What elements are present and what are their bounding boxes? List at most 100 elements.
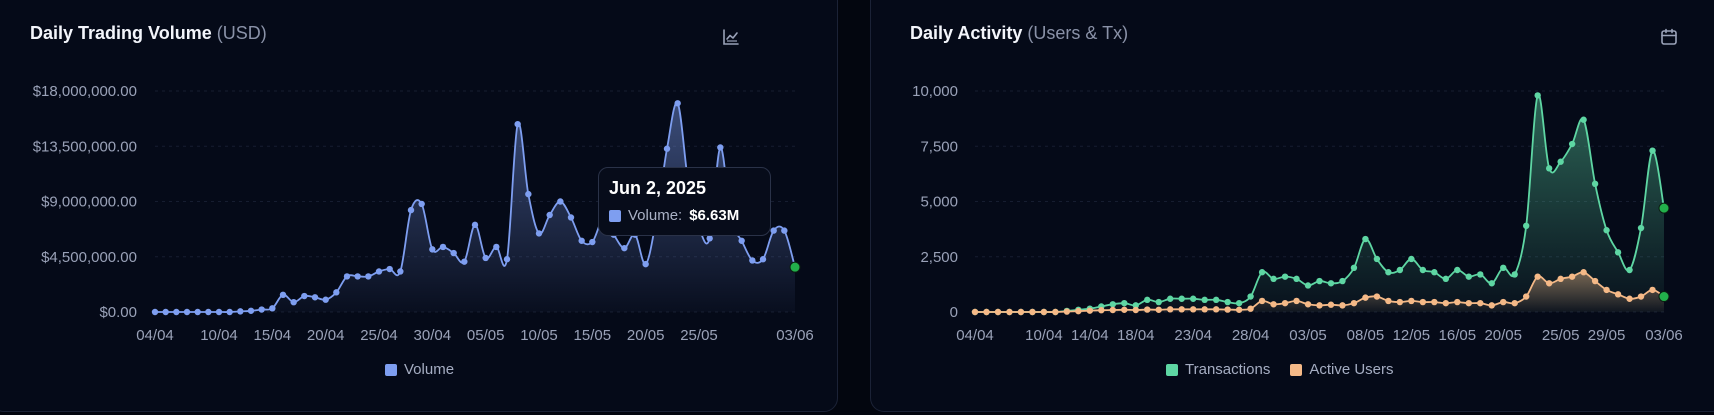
activity-point-active-users: [1523, 293, 1530, 300]
activity-point-transactions: [1408, 255, 1415, 263]
volume-x-tick-label: 10/05: [520, 327, 558, 344]
activity-point-active-users: [983, 308, 990, 316]
activity-point-active-users: [1086, 307, 1094, 314]
volume-x-tick-label: 15/04: [254, 327, 292, 344]
legend-label-volume: Volume: [404, 361, 455, 378]
activity-point-active-users: [1098, 307, 1105, 314]
volume-point-volume: [215, 308, 223, 316]
volume-point-volume: [717, 144, 724, 151]
activity-area-active-users: [975, 272, 1664, 313]
volume-x-tick-label: 04/04: [136, 327, 174, 344]
activity-point-transactions: [1580, 116, 1587, 123]
legend-item-active-users[interactable]: Active Users: [1290, 361, 1394, 378]
volume-x-tick-label: 25/05: [680, 327, 718, 344]
activity-x-tick-label: 16/05: [1439, 327, 1477, 344]
volume-point-volume: [226, 308, 233, 316]
activity-point-active-users: [1075, 307, 1082, 315]
volume-point-volume: [279, 291, 287, 299]
activity-point-active-users: [1167, 306, 1174, 313]
volume-point-volume: [343, 273, 351, 280]
volume-point-volume: [311, 294, 319, 301]
activity-point-transactions: [1545, 165, 1553, 172]
volume-point-volume: [407, 206, 415, 214]
activity-point-transactions: [1201, 296, 1208, 304]
activity-point-active-users: [1408, 297, 1415, 305]
volume-point-volume: [642, 260, 649, 268]
activity-point-active-users: [1327, 301, 1335, 308]
line-chart-icon[interactable]: [721, 27, 741, 47]
volume-point-volume: [759, 256, 767, 263]
volume-point-volume: [290, 298, 297, 306]
volume-point-volume: [493, 243, 500, 251]
activity-point-transactions: [1224, 298, 1231, 306]
activity-point-transactions: [1614, 249, 1622, 256]
activity-point-active-users: [1500, 298, 1507, 306]
activity-point-transactions: [1431, 269, 1438, 276]
volume-point-volume: [397, 268, 404, 275]
activity-point-active-users: [1350, 299, 1358, 307]
volume-point-volume: [578, 237, 585, 244]
volume-point-volume: [333, 289, 340, 296]
activity-point-transactions: [1121, 299, 1128, 307]
activity-point-active-users: [1144, 306, 1151, 313]
volume-x-tick-label: 25/04: [360, 327, 398, 344]
volume-point-volume: [151, 308, 159, 316]
activity-point-transactions: [1167, 295, 1174, 302]
legend-swatch-active-users: [1290, 363, 1303, 376]
activity-point-active-users: [1603, 286, 1610, 294]
activity-x-tick-label: 10/04: [1025, 327, 1063, 344]
activity-point-transactions: [1454, 266, 1461, 274]
volume-y-tick-label: $18,000,000.00: [33, 83, 137, 100]
volume-point-volume: [482, 254, 489, 262]
activity-point-active-users: [1029, 308, 1036, 316]
volume-x-tick-label: 15/05: [574, 327, 612, 344]
volume-point-volume: [535, 230, 543, 237]
activity-point-active-users: [1658, 291, 1670, 303]
activity-point-active-users: [1614, 291, 1622, 298]
activity-point-active-users: [994, 308, 1002, 316]
activity-point-transactions: [1568, 140, 1576, 148]
activity-point-active-users: [1178, 306, 1185, 313]
activity-point-transactions: [1247, 293, 1254, 300]
volume-point-volume: [749, 257, 756, 264]
activity-point-active-users: [1465, 299, 1472, 307]
activity-point-active-users: [1304, 301, 1312, 308]
activity-point-active-users: [1511, 299, 1518, 307]
volume-point-volume: [781, 227, 788, 234]
activity-point-transactions: [1258, 269, 1266, 276]
volume-point-volume: [194, 308, 201, 316]
activity-point-active-users: [1419, 298, 1427, 306]
activity-x-tick-label: 28/04: [1232, 327, 1270, 344]
activity-point-transactions: [1155, 298, 1162, 306]
activity-point-active-users: [1155, 306, 1162, 313]
activity-point-transactions: [1316, 277, 1323, 285]
volume-point-volume: [525, 190, 532, 198]
activity-point-active-users: [1580, 269, 1587, 276]
activity-point-transactions: [1293, 275, 1300, 283]
volume-point-volume: [439, 243, 447, 251]
legend-item-transactions[interactable]: Transactions: [1166, 361, 1270, 378]
activity-point-active-users: [1121, 306, 1128, 313]
activity-point-active-users: [1201, 306, 1208, 313]
volume-point-volume: [789, 261, 801, 273]
legend-item-volume[interactable]: Volume: [385, 361, 454, 378]
volume-point-volume: [354, 273, 361, 280]
activity-point-transactions: [1212, 296, 1220, 304]
legend-label-active-users: Active Users: [1309, 361, 1394, 378]
activity-point-active-users: [1017, 308, 1025, 316]
volume-x-tick-label: 30/04: [414, 327, 452, 344]
activity-point-transactions: [1534, 92, 1541, 99]
volume-point-volume: [162, 308, 169, 316]
volume-point-volume: [386, 265, 393, 273]
activity-point-transactions: [1477, 271, 1484, 278]
activity-point-active-users: [1649, 286, 1656, 294]
activity-point-transactions: [1109, 301, 1117, 308]
calendar-icon[interactable]: [1659, 27, 1679, 47]
volume-point-volume: [183, 308, 191, 316]
volume-point-volume: [461, 258, 468, 265]
volume-point-volume: [557, 198, 564, 205]
activity-point-active-users: [1052, 308, 1059, 316]
activity-point-active-users: [1316, 302, 1323, 309]
activity-point-transactions: [1419, 266, 1427, 274]
